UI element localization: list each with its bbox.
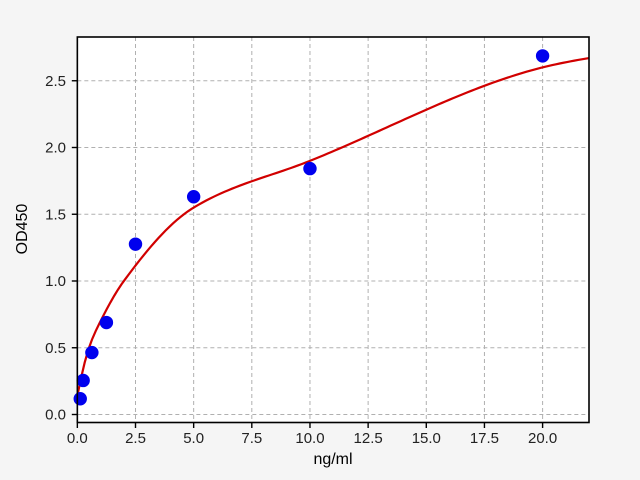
svg-text:0.5: 0.5 bbox=[45, 340, 66, 357]
svg-text:2.5: 2.5 bbox=[125, 430, 146, 447]
svg-text:2.5: 2.5 bbox=[45, 73, 66, 90]
svg-text:1.5: 1.5 bbox=[45, 206, 66, 223]
svg-text:ng/ml: ng/ml bbox=[313, 451, 352, 468]
svg-text:12.5: 12.5 bbox=[354, 430, 383, 447]
svg-text:2.0: 2.0 bbox=[45, 140, 66, 157]
svg-text:15.0: 15.0 bbox=[412, 430, 441, 447]
svg-text:10.0: 10.0 bbox=[295, 430, 324, 447]
svg-text:17.5: 17.5 bbox=[470, 430, 499, 447]
svg-text:7.5: 7.5 bbox=[241, 430, 262, 447]
svg-text:0.0: 0.0 bbox=[45, 407, 66, 424]
svg-text:0.0: 0.0 bbox=[67, 430, 88, 447]
svg-text:20.0: 20.0 bbox=[528, 430, 557, 447]
svg-text:1.0: 1.0 bbox=[45, 273, 66, 290]
svg-text:OD450: OD450 bbox=[14, 204, 31, 255]
svg-text:5.0: 5.0 bbox=[183, 430, 204, 447]
